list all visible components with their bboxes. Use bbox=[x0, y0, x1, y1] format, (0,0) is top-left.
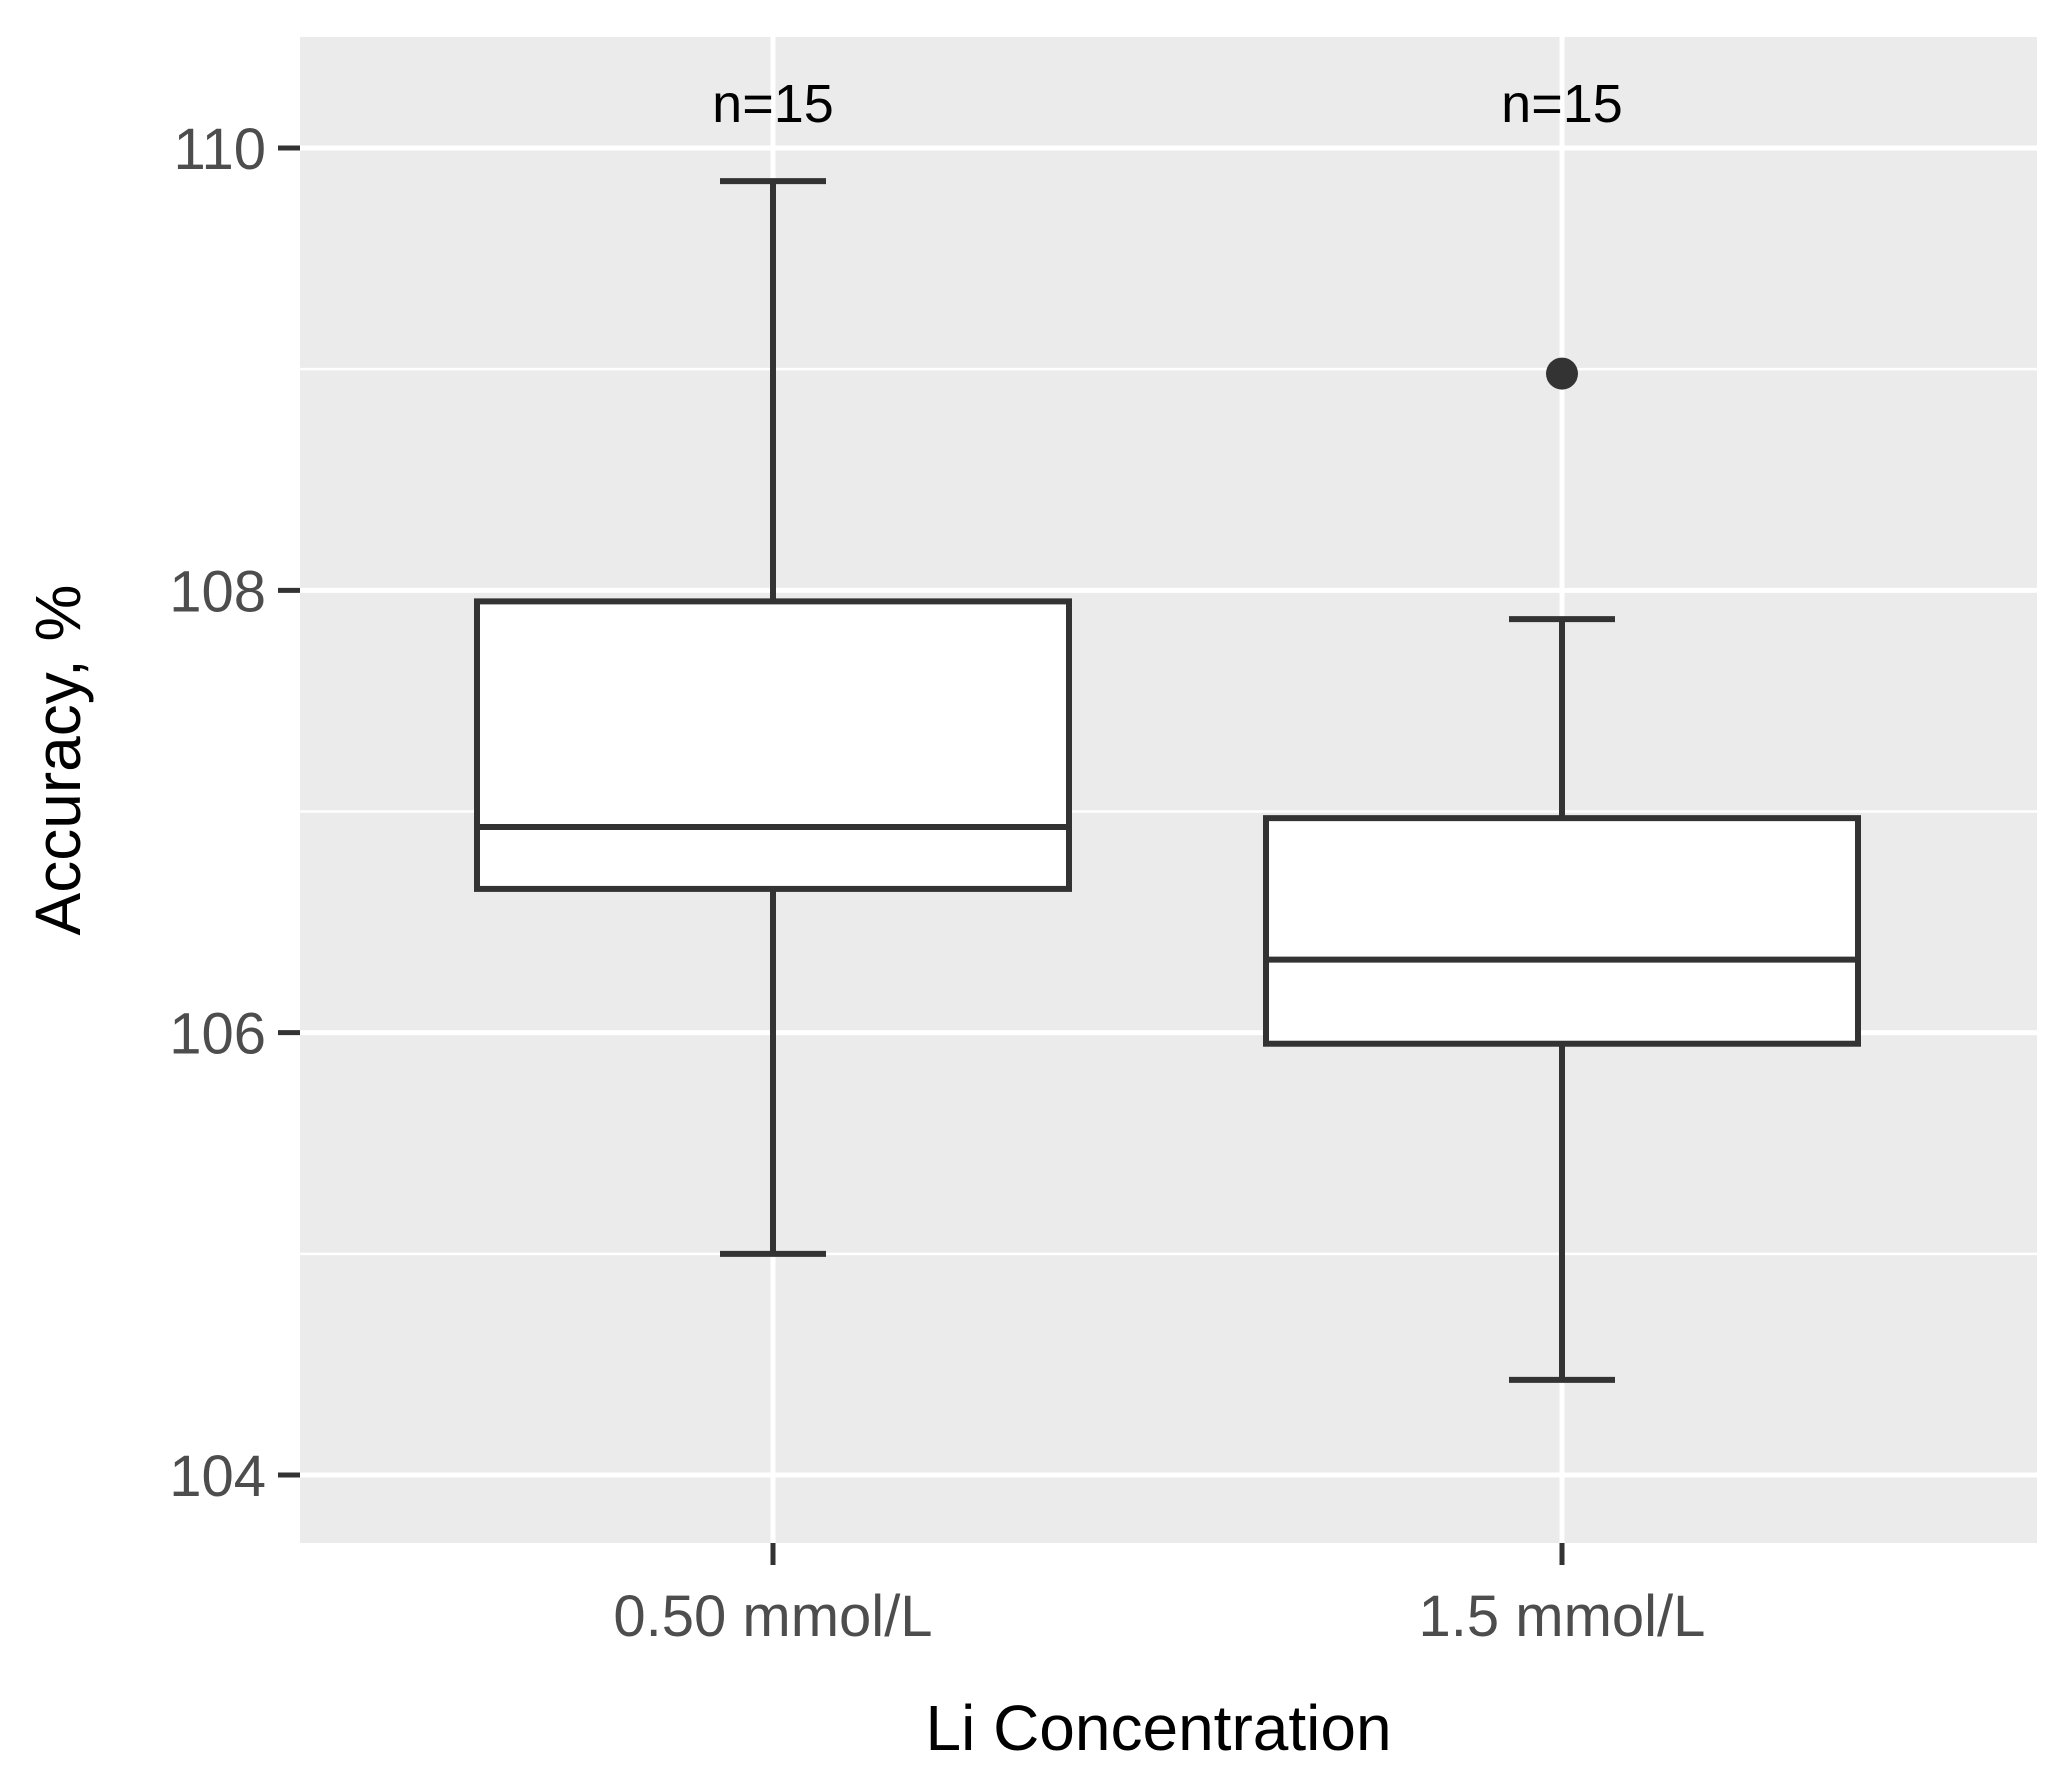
x-tick-label: 0.50 mmol/L bbox=[613, 1584, 932, 1649]
iqr-box bbox=[1263, 815, 1861, 1047]
y-tick-label: 106 bbox=[169, 1002, 266, 1067]
outlier-point bbox=[1546, 357, 1578, 390]
y-axis: 104 106 108 110 bbox=[169, 117, 300, 1509]
box-group: n=15 bbox=[1263, 74, 1861, 1383]
x-tick-label: 1.5 mmol/L bbox=[1419, 1584, 1706, 1649]
sample-size-label: n=15 bbox=[712, 74, 834, 134]
y-tick-label: 108 bbox=[169, 559, 266, 624]
sample-size-label: n=15 bbox=[1501, 74, 1623, 134]
x-axis: 0.50 mmol/L 1.5 mmol/L bbox=[613, 1543, 1705, 1649]
y-tick-label: 104 bbox=[169, 1444, 266, 1509]
y-tick-label: 110 bbox=[174, 117, 266, 182]
iqr-box bbox=[474, 598, 1072, 892]
boxes: n=15 n=15 bbox=[474, 74, 1861, 1383]
y-axis-title: Accuracy, % bbox=[22, 585, 94, 936]
x-axis-title: Li Concentration bbox=[925, 1692, 1391, 1764]
box-group: n=15 bbox=[474, 74, 1072, 1257]
